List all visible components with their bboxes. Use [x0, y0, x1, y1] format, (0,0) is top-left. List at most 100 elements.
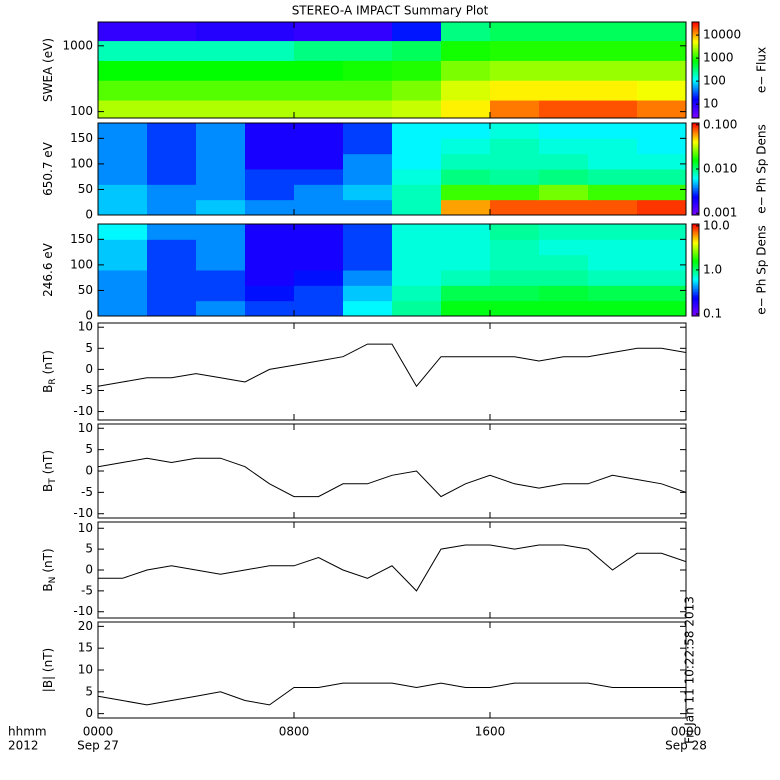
colorbar-tick-label: 10000 — [703, 28, 741, 42]
colorbar-tick-label: 1.0 — [703, 262, 722, 276]
heatmap-cell — [196, 80, 246, 101]
colorbar-swatch — [692, 73, 699, 76]
y-axis-label-sub: N — [48, 577, 58, 584]
heatmap-cell — [294, 169, 344, 185]
colorbar-swatch — [692, 277, 699, 280]
heatmap-cell — [196, 123, 246, 139]
y-tick-label: 0 — [85, 563, 93, 577]
y-axis-label: 246.6 eV — [41, 242, 55, 297]
colorbar-swatch — [692, 97, 699, 100]
y-tick-label: 150 — [70, 131, 93, 145]
colorbar-swatch — [692, 136, 699, 139]
heatmap-cell — [637, 224, 686, 240]
heatmap-cell — [245, 300, 295, 316]
heatmap-cell — [490, 60, 540, 81]
heatmap-cell — [392, 153, 442, 170]
colorbar-swatch — [692, 34, 699, 37]
heatmap-cell — [539, 224, 589, 240]
colorbar-swatch — [692, 105, 699, 108]
colorbar-swatch — [692, 90, 699, 93]
colorbar-swatch — [692, 55, 699, 58]
colorbar-swatch — [692, 271, 699, 274]
colorbar-swatch — [692, 195, 699, 198]
heatmap-cell — [245, 22, 295, 42]
plot-area — [98, 457, 686, 498]
heatmap-cell — [588, 22, 638, 42]
colorbar-swatch — [692, 79, 699, 82]
colorbar-swatch — [692, 42, 699, 45]
colorbar-swatch — [692, 240, 699, 243]
y-tick-label: 0 — [85, 706, 93, 720]
colorbar-swatch — [692, 257, 699, 260]
colorbar-swatch — [692, 141, 699, 144]
x-date-label: Sep 27 — [77, 739, 119, 753]
colorbar-swatch — [692, 188, 699, 191]
line-series — [98, 343, 686, 388]
heatmap-cell — [441, 153, 491, 170]
colorbar-swatch — [692, 102, 699, 105]
heatmap-cell — [392, 254, 442, 271]
heatmap-cell — [343, 22, 393, 42]
heatmap-cell — [98, 100, 148, 118]
colorbar-swatch — [692, 106, 699, 109]
heatmap-cell — [392, 285, 442, 302]
heatmap-cell — [343, 239, 393, 256]
colorbar-swatch — [692, 247, 699, 250]
colorbar-swatch — [692, 228, 699, 231]
colorbar-swatch — [692, 242, 699, 245]
plot-area — [98, 544, 686, 592]
colorbar-swatch — [692, 253, 699, 256]
colorbar-swatch — [692, 208, 699, 211]
heatmap-cell — [637, 22, 686, 42]
colorbar-label: e− Ph Sp Dens — [755, 124, 769, 213]
colorbar-swatch — [692, 159, 699, 162]
colorbar-swatch — [692, 108, 699, 111]
colorbar-swatch — [692, 184, 699, 187]
colorbar-swatch — [692, 204, 699, 207]
x-date-label: Sep 28 — [665, 739, 707, 753]
heatmap-cell — [490, 199, 540, 215]
colorbar-swatch — [692, 150, 699, 153]
heatmap-cell — [294, 80, 344, 101]
colorbar-swatch — [692, 239, 699, 242]
heatmap-cell — [245, 224, 295, 240]
heatmap-cell — [343, 60, 393, 81]
y-tick-label: 100 — [70, 156, 93, 170]
colorbar-swatch — [692, 46, 699, 49]
heatmap-cell — [196, 153, 246, 170]
heatmap-cell — [637, 169, 686, 185]
colorbar-swatch — [692, 303, 699, 306]
colorbar-swatch — [692, 182, 699, 185]
colorbar-swatch — [692, 164, 699, 167]
x-axis-label: 2012 — [8, 739, 39, 753]
heatmap-cell — [637, 80, 686, 101]
heatmap-cell — [637, 60, 686, 81]
heatmap-cell — [588, 270, 638, 286]
heatmap-cell — [637, 100, 686, 118]
y-tick-label: 5 — [85, 542, 93, 556]
heatmap-cell — [294, 239, 344, 256]
colorbar-swatch — [692, 199, 699, 202]
colorbar-swatch — [692, 273, 699, 276]
colorbar-swatch — [692, 123, 699, 126]
colorbar-swatch — [692, 86, 699, 89]
heatmap-cell — [441, 169, 491, 185]
colorbar-swatch — [692, 225, 699, 228]
heatmap-cell — [441, 199, 491, 215]
heatmap-cell — [196, 199, 246, 215]
heatmap-cell — [147, 169, 197, 185]
plot-area — [98, 22, 686, 118]
heatmap-cell — [588, 239, 638, 256]
heatmap-cell — [147, 254, 197, 271]
y-axis-label-main: |B| (nT) — [41, 648, 55, 692]
colorbar-swatch — [692, 256, 699, 259]
colorbar-swatch — [692, 185, 699, 188]
colorbar-swatch — [692, 62, 699, 65]
colorbar-swatch — [692, 138, 699, 141]
heatmap-cell — [588, 100, 638, 118]
y-tick-label: 100 — [70, 257, 93, 271]
heatmap-cell — [343, 138, 393, 155]
y-tick-label: 0 — [85, 208, 93, 222]
y-tick-label: 50 — [78, 182, 93, 196]
colorbar-swatch — [692, 248, 699, 251]
